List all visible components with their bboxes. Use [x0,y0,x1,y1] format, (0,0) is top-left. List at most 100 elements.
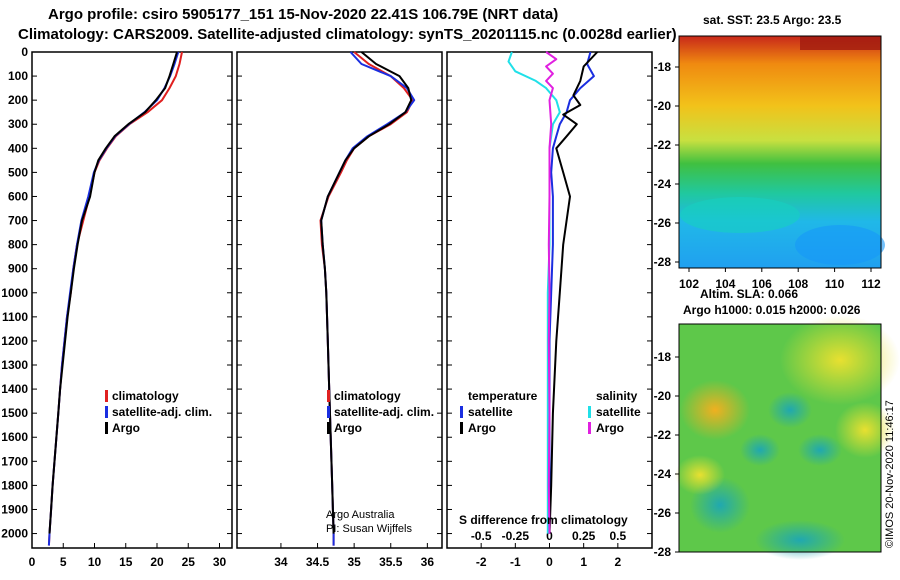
x-tick-label: 36 [421,555,435,569]
y-tick-label: 1100 [2,310,28,324]
legend-sal: climatology satellite-adj. clim. Argo Ar… [326,389,434,535]
credit-pi: PI: Susan Wijffels [326,523,412,535]
y-tick-label: 0 [21,45,28,59]
y-tick-label: 100 [8,69,28,83]
x-tick-label: 34.5 [306,555,330,569]
legend-diff: temperature salinity satellite Argo sate… [459,389,641,527]
y-tick-label: 200 [8,93,28,107]
x-tick-label-s: 0 [546,529,553,543]
legend-swatch-clim [105,390,108,402]
legend-salinity-title: salinity [596,389,638,403]
imos-footer: ©IMOS 20-Nov-2020 11:46:17 [884,400,896,548]
y-tick-label: 1000 [1,286,28,300]
x-tick-label-t: 1 [580,555,587,569]
x-tick-label: 30 [213,555,227,569]
sst-warm-patch [800,36,881,50]
sst-y-tick-label: -22 [654,138,672,152]
sla-y-tick-label: -24 [654,467,672,481]
sst-y-tick-label: -28 [654,255,672,269]
sla-high-patch [835,402,895,458]
x-tick-label: 15 [119,555,133,569]
x-tick-label: 34 [274,555,288,569]
x-tick-label-t: 0 [546,555,553,569]
sla-y-tick-label: -22 [654,428,672,442]
x-tick-label-t: -2 [476,555,487,569]
sal-series-satellite-adj-clim- [320,51,416,546]
sst-map-frame [678,35,882,269]
sst-x-tick-label: 110 [825,277,845,291]
y-tick-label: 500 [8,165,28,179]
x-tick-label-s: 0.5 [609,529,626,543]
diff-xlabel: S difference from climatology [459,513,628,527]
legend-argo-label: Argo [334,421,362,435]
sla-y-tick-label: -18 [654,350,672,364]
sst-y-tick-label: -24 [654,177,672,191]
legend-s-sat-label: satellite [596,405,641,419]
x-tick-label-s: -0.25 [502,529,530,543]
legend-swatch-s-argo [588,422,591,434]
y-tick-label: 800 [8,238,28,252]
sst-cool-patch [795,225,885,265]
x-tick-label-s: 0.25 [572,529,596,543]
y-tick-label: 700 [8,214,28,228]
legend-swatch-sat [105,406,108,418]
y-tick-label: 600 [8,189,28,203]
y-tick-label: 1400 [1,382,28,396]
sal-series-climatology [319,51,414,546]
sst-x-tick-label: 102 [679,277,699,291]
sst-y-tick-label: -26 [654,216,672,230]
legend-swatch-s-sat [588,406,591,418]
legend-sat-label: satellite-adj. clim. [112,405,212,419]
y-tick-label: 1900 [1,502,28,516]
x-tick-label-s: -0.5 [471,529,492,543]
sla-map-frame [678,323,882,553]
sla-map-title-1: Altim. SLA: 0.066 [700,287,798,301]
sla-high-patch [780,315,900,405]
sla-low-patch [755,520,845,560]
sst-x-tick-label: 108 [788,277,808,291]
legend-t-sat-label: satellite [468,405,513,419]
sla-low-patch [798,434,842,466]
diff-series-s-argo [545,51,558,534]
y-tick-label: 2000 [1,527,28,541]
legend-swatch-argo [327,422,330,434]
legend-swatch-argo [105,422,108,434]
y-tick-label: 1600 [1,430,28,444]
sla-y-tick-label: -26 [654,506,672,520]
sal-panel-frame [236,51,443,549]
x-tick-label: 35 [347,555,361,569]
sst-y-tick-label: -18 [654,60,672,74]
legend-clim-label: climatology [334,389,401,403]
sla-y-tick-label: -20 [654,389,672,403]
sst-map [678,35,885,269]
sst-x-tick-label: 112 [861,277,881,291]
x-tick-label-t: -1 [510,555,521,569]
sst-x-tick-label: 104 [715,277,735,291]
sst-y-tick-label: -20 [654,99,672,113]
temp-series-satellite-adj-clim- [47,51,180,546]
legend-swatch-sat [327,406,330,418]
legend-s-argo-label: Argo [596,421,624,435]
sla-low-patch [768,392,812,428]
x-tick-label: 0 [29,555,36,569]
sla-high-patch [680,380,750,440]
legend-clim-label: climatology [112,389,179,403]
x-tick-label-t: 2 [614,555,621,569]
y-tick-label: 1800 [1,478,28,492]
legend-temp: climatology satellite-adj. clim. Argo [105,389,212,435]
diff-series-t-satellite [548,51,595,534]
legend-sat-label: satellite-adj. clim. [334,405,434,419]
temp-panel-frame [31,51,233,549]
sal-series-argo [320,51,413,534]
sla-map-title-2: Argo h1000: 0.015 h2000: 0.026 [683,303,861,317]
temp-series-argo [48,51,178,534]
credit-argo-australia: Argo Australia [326,509,395,521]
x-tick-label: 25 [182,555,196,569]
diff-series-t-argo [548,51,599,534]
y-tick-label: 1700 [1,454,28,468]
legend-temperature-title: temperature [468,389,538,403]
sla-map [675,315,900,560]
y-tick-label: 400 [8,141,28,155]
sst-x-tick-label: 106 [752,277,772,291]
